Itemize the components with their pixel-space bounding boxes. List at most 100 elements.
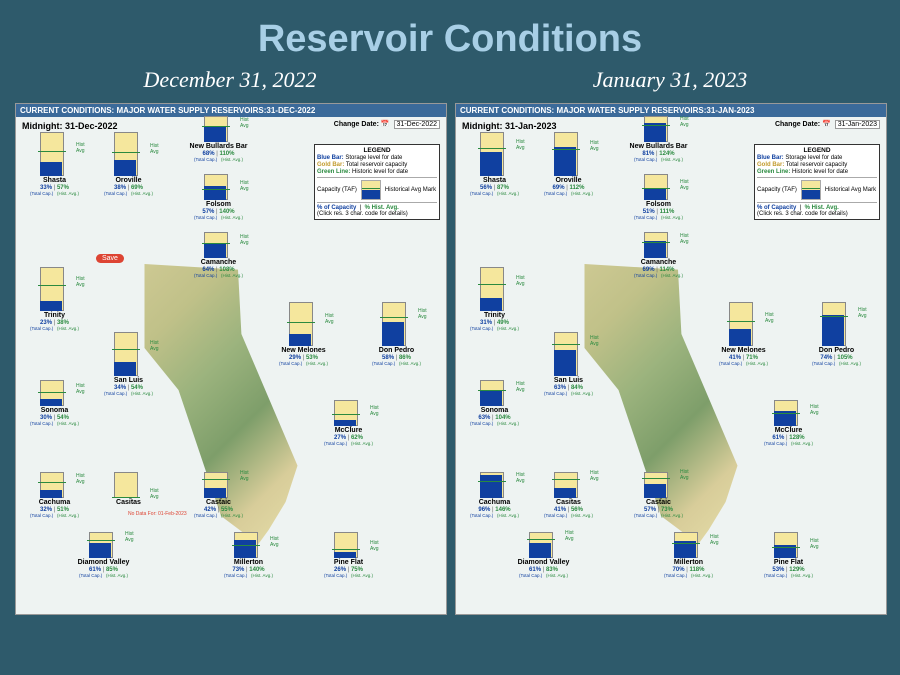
reservoir-castaic[interactable]: 3250 Hist Avg Castaic 57% | 73% (Total C… [626,474,691,518]
hist-avg-label: Hist Avg [680,469,698,481]
hist-avg-label: Hist Avg [325,313,343,325]
reservoir-chart: 3250 Hist Avg [644,474,682,498]
change-date-input[interactable]: 31-Dec-2022 [394,120,440,129]
hist-avg-label: Hist Avg [150,340,168,352]
reservoir-shasta[interactable]: 45524000300020001000 Hist Avg Shasta 56%… [462,134,527,196]
reservoir-name: Castaic [626,499,691,506]
hist-avg-label: Hist Avg [240,470,258,482]
page-title: Reservoir Conditions [0,0,900,67]
reservoir-name: McClure [756,427,821,434]
reservoir-name: Casitas [536,499,601,506]
reservoir-trinity[interactable]: 2447.720001000 Hist Avg Trinity 23% | 38… [22,269,87,331]
reservoir-diamond valley[interactable]: 810500200 Hist Avg Diamond Valley 61% | … [511,534,576,578]
reservoir-don pedro[interactable]: 20301000 Hist Avg Don Pedro 58% | 86% (T… [364,304,429,366]
hist-avg-label: Hist Avg [76,276,94,288]
hist-avg-label: Hist Avg [516,139,534,151]
reservoir-chart: 20301000 Hist Avg [382,304,420,346]
reservoir-san luis[interactable]: 20411000 Hist Avg San Luis 63% | 84% (To… [536,334,601,396]
reservoir-don pedro[interactable]: 20301000 Hist Avg Don Pedro 74% | 105% (… [804,304,869,366]
reservoir-folsom[interactable]: 977600300 Hist Avg Folsom 57% | 140% (To… [186,176,251,220]
reservoir-name: Trinity [22,312,87,319]
res-sublabel: (Total Cap.) (Hist. Avg.) [804,361,869,366]
reservoir-cachuma[interactable]: 193.3100 Hist Avg Cachuma 32% | 51% (Tot… [22,474,87,518]
reservoir-chart: 193.3100 Hist Avg [40,474,78,498]
reservoir-camanche[interactable]: 417300150 Hist Avg Camanche 69% | 114% (… [626,234,691,278]
reservoir-folsom[interactable]: 977600300 Hist Avg Folsom 51% | 111% (To… [626,176,691,220]
change-date: Change Date: 📅 31-Jan-2023 [775,120,880,128]
calendar-icon[interactable]: 📅 [381,121,390,128]
reservoir-pine flat[interactable]: 1000500 Hist Avg Pine Flat 26% | 75% (To… [316,534,381,578]
reservoir-name: Cachuma [462,499,527,506]
reservoir-millerton[interactable]: 520.5400200 Hist Avg Millerton 70% | 118… [656,534,721,578]
reservoir-name: Don Pedro [804,347,869,354]
hist-avg-label: Hist Avg [516,381,534,393]
reservoir-casitas[interactable]: 254.50 Hist Avg Casitas 41% | 56% (Total… [536,474,601,518]
reservoir-san luis[interactable]: 20411000 Hist Avg San Luis 34% | 54% (To… [96,334,161,396]
change-date: Change Date: 📅 31-Dec-2022 [334,120,440,128]
reservoir-casitas[interactable]: 254.50 Hist Avg Casitas [96,474,161,506]
reservoir-new bullards bar[interactable]: 966600300 Hist Avg New Bullards Bar 68% … [186,118,251,162]
res-sublabel: (Total Cap.) (Hist. Avg.) [756,441,821,446]
reservoir-new bullards bar[interactable]: 966600300 Hist Avg New Bullards Bar 81% … [626,118,691,162]
reservoir-chart: 3537.6300020001000 Hist Avg [114,134,152,176]
hist-avg-label: Hist Avg [516,472,534,484]
res-sublabel: (Total Cap.) (Hist. Avg.) [316,573,381,578]
reservoir-mcclure[interactable]: 10250 Hist Avg McClure 27% | 62% (Total … [316,402,381,446]
reservoir-chart: 966600300 Hist Avg [204,118,242,142]
res-sublabel: (Total Cap.) (Hist. Avg.) [462,513,527,518]
reservoir-name: Sonoma [22,407,87,414]
reservoir-name: New Bullards Bar [186,143,251,150]
res-sublabel: (Total Cap.) (Hist. Avg.) [22,326,87,331]
res-sublabel: (Total Cap.) (Hist. Avg.) [271,361,336,366]
reservoir-millerton[interactable]: 520.5400200 Hist Avg Millerton 73% | 140… [216,534,281,578]
hist-avg-label: Hist Avg [590,470,608,482]
panels-container: December 31, 2022 CURRENT CONDITIONS: MA… [0,67,900,615]
reservoir-new melones[interactable]: 240020001000 Hist Avg New Melones 41% | … [711,304,776,366]
res-sublabel: (Total Cap.) (Hist. Avg.) [626,273,691,278]
res-sublabel: (Total Cap.) (Hist. Avg.) [756,573,821,578]
reservoir-name: Oroville [536,177,601,184]
res-sublabel: (Total Cap.) (Hist. Avg.) [711,361,776,366]
change-date-input[interactable]: 31-Jan-2023 [835,120,880,129]
reservoir-chart: 254.50 Hist Avg [114,474,152,498]
reservoir-chart: 417300150 Hist Avg [204,234,242,258]
reservoir-name: Diamond Valley [511,559,576,566]
hist-avg-label: Hist Avg [240,180,258,192]
reservoir-sonoma[interactable]: 381200100 Hist Avg Sonoma 30% | 54% (Tot… [22,382,87,426]
reservoir-pine flat[interactable]: 1000500 Hist Avg Pine Flat 53% | 129% (T… [756,534,821,578]
reservoir-trinity[interactable]: 2447.720001000 Hist Avg Trinity 31% | 49… [462,269,527,331]
reservoir-oroville[interactable]: 3537.6300020001000 Hist Avg Oroville 38%… [96,134,161,196]
reservoir-new melones[interactable]: 240020001000 Hist Avg New Melones 29% | … [271,304,336,366]
hist-avg-label: Hist Avg [370,405,388,417]
res-sublabel: (Total Cap.) (Hist. Avg.) [96,191,161,196]
reservoir-name: Don Pedro [364,347,429,354]
reservoir-name: New Melones [271,347,336,354]
reservoir-name: Pine Flat [756,559,821,566]
res-sublabel: (Total Cap.) (Hist. Avg.) [462,191,527,196]
reservoir-chart: 45524000300020001000 Hist Avg [480,134,518,176]
reservoir-oroville[interactable]: 3537.6300020001000 Hist Avg Oroville 69%… [536,134,601,196]
hist-avg-label: Hist Avg [125,531,143,543]
hist-avg-label: Hist Avg [516,275,534,287]
save-button[interactable]: Save [96,254,124,263]
hist-avg-label: Hist Avg [680,233,698,245]
reservoir-name: Diamond Valley [71,559,136,566]
reservoir-name: Shasta [22,177,87,184]
reservoir-name: Casitas [96,499,161,506]
reservoir-castaic[interactable]: 3250 Hist Avg Castaic 42% | 55% (Total C… [186,474,251,518]
hist-avg-label: Hist Avg [370,540,388,552]
reservoir-sonoma[interactable]: 381200100 Hist Avg Sonoma 63% | 104% (To… [462,382,527,426]
res-sublabel: (Total Cap.) (Hist. Avg.) [316,441,381,446]
reservoir-mcclure[interactable]: 10250 Hist Avg McClure 61% | 128% (Total… [756,402,821,446]
reservoir-chart: 254.50 Hist Avg [554,474,592,498]
reservoir-diamond valley[interactable]: 810500200 Hist Avg Diamond Valley 61% | … [71,534,136,578]
legend-title: LEGEND [757,147,877,154]
res-sublabel: (Total Cap.) (Hist. Avg.) [511,573,576,578]
reservoir-camanche[interactable]: 417300150 Hist Avg Camanche 64% | 108% (… [186,234,251,278]
reservoir-cachuma[interactable]: 193.3100 Hist Avg Cachuma 96% | 146% (To… [462,474,527,518]
calendar-icon[interactable]: 📅 [822,121,831,128]
res-sublabel: (Total Cap.) (Hist. Avg.) [626,157,691,162]
reservoir-shasta[interactable]: 45524000300020001000 Hist Avg Shasta 33%… [22,134,87,196]
res-sublabel: (Total Cap.) (Hist. Avg.) [364,361,429,366]
reservoir-chart: 20301000 Hist Avg [822,304,860,346]
